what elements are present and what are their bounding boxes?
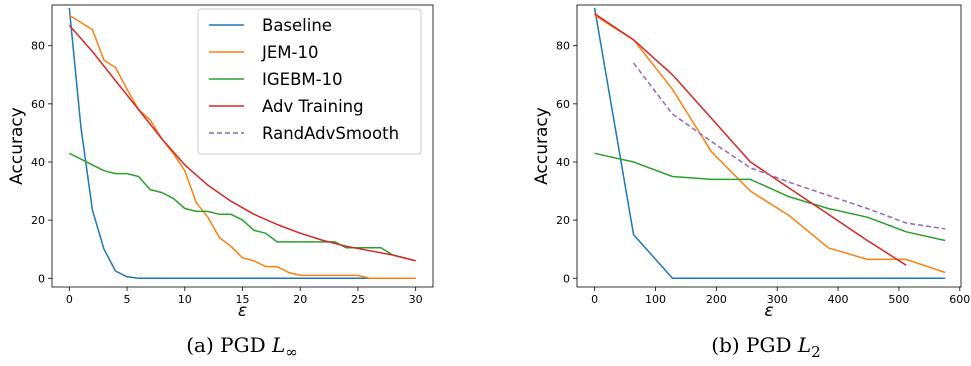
y-tick-label: 40 <box>31 156 45 169</box>
x-tick-label: 500 <box>888 293 909 306</box>
y-tick-label: 60 <box>556 98 570 111</box>
chart-pgd-linf: 0 5 10 15 20 25 30 0 20 40 60 80 ε Accuracy (a) PGD L∞ <box>7 4 434 361</box>
x-tick-label: 600 <box>949 293 970 306</box>
y-tick-label: 0 <box>563 272 570 285</box>
x-tick-label: 0 <box>66 293 73 306</box>
x-tick-label: 15 <box>236 293 250 306</box>
x-tick-label: 400 <box>828 293 849 306</box>
chart-caption: (b) PGD L2 <box>711 333 820 361</box>
axes-frame <box>576 4 962 288</box>
x-axis-label: ε <box>238 301 247 321</box>
x-tick-label: 300 <box>767 293 788 306</box>
legend-label-jem: JEM-10 <box>261 43 318 62</box>
legend-label-rand: RandAdvSmooth <box>262 124 399 143</box>
series-line-jem <box>68 14 416 280</box>
legend-frame <box>197 8 422 155</box>
x-tick-label: 5 <box>124 293 131 306</box>
y-axis-label: Accuracy <box>7 107 27 185</box>
chart-pgd-l2: 0 100 200 300 400 500 600 0 20 40 60 80 ε Accuracy (b)… <box>532 4 970 361</box>
series-line-adv <box>594 13 907 266</box>
x-tick-label: 100 <box>645 293 666 306</box>
y-tick-label: 40 <box>556 156 570 169</box>
series-line-rand <box>633 62 946 230</box>
x-tick-label: 30 <box>409 293 423 306</box>
legend-label-igebm: IGEBM-10 <box>262 70 343 89</box>
chart-caption: (a) PGD L∞ <box>186 333 298 361</box>
legend-label-baseline: Baseline <box>262 16 332 35</box>
y-tick-label: 60 <box>31 98 45 111</box>
x-tick-label: 0 <box>591 293 598 306</box>
y-tick-label: 80 <box>31 40 45 53</box>
y-axis-label: Accuracy <box>532 107 552 185</box>
series-line-baseline <box>593 7 946 280</box>
legend: Baseline JEM-10 IGEBM-10 Adv Training Ra… <box>197 8 422 155</box>
series-line-adv <box>68 24 416 262</box>
y-tick-label: 0 <box>38 272 45 285</box>
legend-label-adv: Adv Training <box>262 97 364 116</box>
x-tick-label: 10 <box>178 293 192 306</box>
x-tick-label: 20 <box>293 293 307 306</box>
series-line-jem <box>594 14 946 274</box>
x-axis-label: ε <box>764 301 773 321</box>
y-tick-label: 20 <box>556 214 570 227</box>
series-line-baseline <box>68 7 416 280</box>
x-tick-label: 25 <box>351 293 365 306</box>
x-tick-label: 200 <box>706 293 727 306</box>
y-tick-label: 80 <box>556 40 570 53</box>
series-line-igebm <box>594 152 946 242</box>
y-tick-label: 20 <box>31 214 45 227</box>
